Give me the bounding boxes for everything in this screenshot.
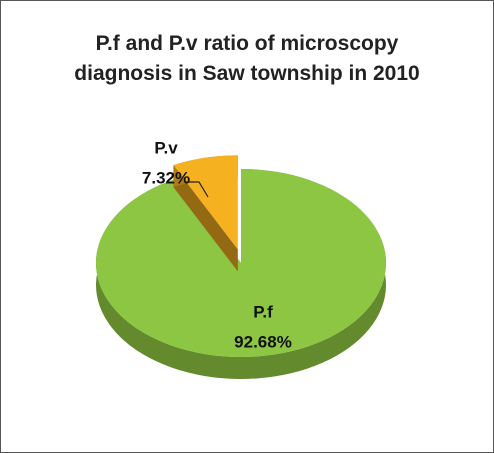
leader-line bbox=[186, 181, 209, 198]
slice bbox=[96, 169, 387, 357]
slice-value-label: 92.68% bbox=[234, 332, 292, 351]
slice bbox=[173, 155, 238, 250]
chart-title: P.f and P.v ratio of microscopy diagnosi… bbox=[74, 32, 420, 85]
slice-category-label: P.v bbox=[154, 138, 178, 157]
slice-wall bbox=[173, 165, 238, 272]
slice-value-label: 7.32% bbox=[142, 168, 190, 187]
slice-category-label: P.f bbox=[253, 302, 273, 321]
